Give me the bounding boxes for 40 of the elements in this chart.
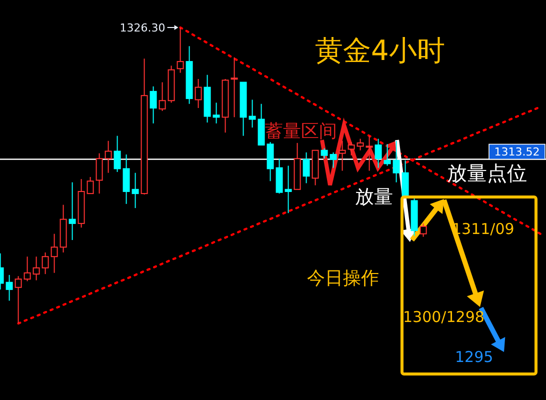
candlestick bbox=[374, 138, 382, 168]
candlestick bbox=[212, 102, 220, 124]
candlestick bbox=[348, 142, 355, 156]
candlestick bbox=[6, 274, 13, 302]
candlestick bbox=[32, 256, 40, 281]
annotation: 今日操作 bbox=[307, 268, 379, 289]
candlestick bbox=[132, 172, 139, 209]
candlestick bbox=[330, 152, 337, 168]
candlestick bbox=[384, 144, 391, 166]
candlestick bbox=[420, 222, 427, 238]
candlestick bbox=[114, 135, 121, 172]
candlestick bbox=[194, 78, 202, 109]
candlestick bbox=[356, 138, 364, 151]
candlestick bbox=[68, 182, 76, 241]
annotation: 1326.30 bbox=[120, 22, 166, 34]
candlestick bbox=[320, 148, 328, 160]
candlestick bbox=[158, 82, 166, 112]
candlestick bbox=[338, 140, 346, 172]
candlestick bbox=[24, 256, 31, 282]
candlestick bbox=[50, 233, 58, 274]
candlestick bbox=[96, 152, 103, 194]
annotation: 放量 bbox=[355, 186, 393, 208]
text: 1295 bbox=[455, 348, 494, 366]
candlestick bbox=[122, 154, 130, 204]
candlestick bbox=[366, 135, 373, 172]
candlestick bbox=[42, 252, 49, 275]
candlestick bbox=[104, 140, 112, 174]
chart-title: 黄金4小时 bbox=[315, 34, 445, 67]
candlestick bbox=[392, 140, 400, 183]
candlestick bbox=[150, 86, 157, 124]
candlestick bbox=[14, 276, 22, 324]
annotation: 1313.52 bbox=[494, 146, 540, 159]
candlestick bbox=[86, 176, 94, 194]
annotation: 蓄量区间 bbox=[265, 121, 337, 142]
candlestick bbox=[284, 165, 292, 214]
candlestick bbox=[230, 56, 238, 118]
annotation: 1300/1298 bbox=[403, 308, 484, 326]
candlestick bbox=[302, 152, 310, 184]
annotation: 放量点位 bbox=[447, 161, 527, 185]
candlestick bbox=[248, 99, 256, 128]
